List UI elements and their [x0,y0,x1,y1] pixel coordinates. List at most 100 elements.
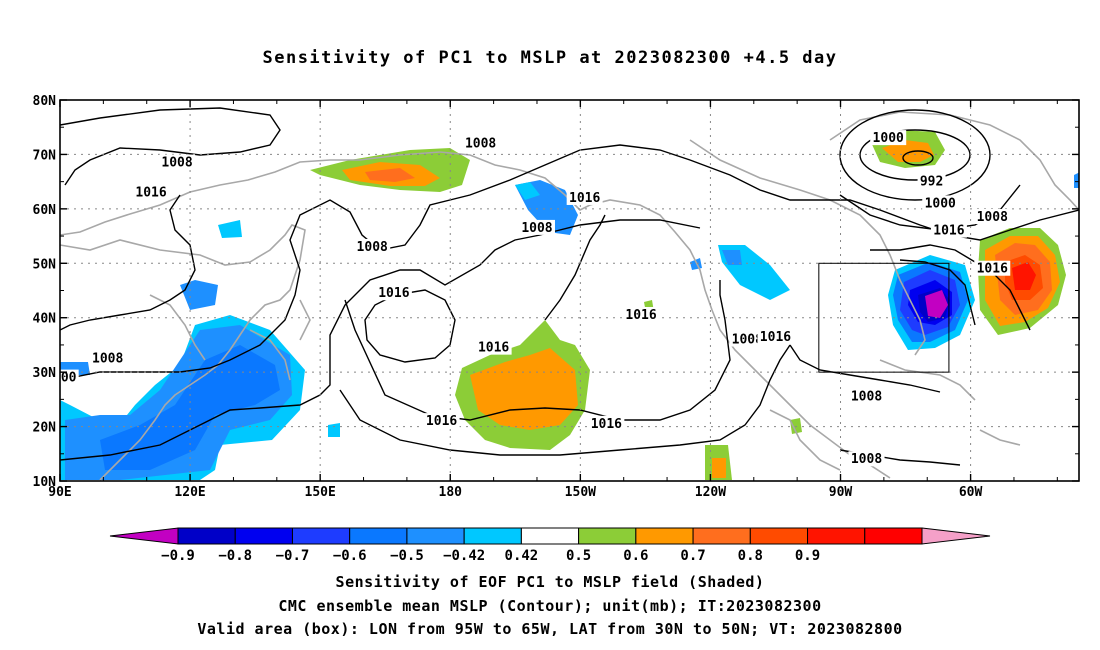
contour-label-bg [423,413,460,429]
map-axes: 90E 120E 150E 180 150W 120W 90W 60W 80N 70N 60N 50N… [33,94,1079,500]
colorbar-swatch [864,527,923,545]
contour-label: 1008 [851,452,882,467]
shade-asia-small2 [328,423,340,437]
colorbar-tick-label: 0.42 [505,548,539,564]
contour-label-bg [133,184,170,200]
contour-label-bg [917,173,946,189]
lat-label: 10N [33,475,57,490]
contour-label-bg [757,328,794,344]
shade-asia-inner [100,345,280,470]
colorbar-tick-label: 0.7 [680,548,705,564]
contour-label-bg [89,350,126,366]
colorbar-swatch [406,527,465,545]
contour-label: 1008 [732,332,763,347]
colorbar-swatch [234,527,293,545]
colorbar-min-triangle [109,527,179,545]
shade-namerica-blue-inner [722,250,742,265]
lat-label: 30N [33,366,57,381]
lon-label: 60W [959,485,983,500]
caption-contour: CMC ensemble mean MSLP (Contour); unit(m… [278,597,822,615]
contour-label: 1000 [925,196,956,211]
sensitivity-shading [60,130,1079,480]
lon-label: 150W [565,485,596,500]
contour-label: 1016 [591,417,622,432]
colorbar-tick-label: 0.6 [623,548,648,564]
colorbar-tick-label: −0.5 [390,548,424,564]
shade-namerica-small [690,258,702,270]
lon-label: 90E [48,485,71,500]
colorbar-max-triangle [921,527,991,545]
colorbar-tick-label: −0.7 [276,548,310,564]
lon-label: 120W [695,485,726,500]
shade-okhotsk-red [365,168,415,182]
coastlines [60,111,1079,481]
caption-valid-area: Valid area (box): LON from 95W to 65W, L… [197,620,903,638]
contour-label-bg [870,130,907,146]
contour-label-bg [375,285,412,301]
colorbar-swatch [520,527,580,545]
contour-label-bg [58,369,79,385]
colorbar: −0.9 −0.8 −0.7 −0.6 −0.5 −0.42 0.42 0.5 0.6 0.7 0.… [109,527,991,564]
lon-label: 150E [305,485,336,500]
colorbar-tick-label: −0.6 [333,548,367,564]
contour-label-bg [848,451,885,467]
contour-label-bg [974,209,1011,225]
contour-labels: 1008101610081016100810081016101610161008… [58,130,1011,467]
contour-label-bg [974,260,1011,276]
map-title: Sensitivity of PC1 to MSLP at 2023082300… [262,48,838,68]
contour-label-bg [354,238,391,254]
lon-label: 120E [174,485,205,500]
colorbar-swatch [177,527,236,545]
lat-label: 80N [33,94,57,109]
lat-label: 70N [33,148,57,163]
contour-label: 1016 [569,191,600,206]
contour-label-bg [475,339,512,355]
contour-label-bg [518,219,555,235]
contour-label: 1016 [478,341,509,356]
mslp-contours [60,107,1079,466]
lat-label: 60N [33,203,57,218]
colorbar-tick-label: 0.8 [738,548,763,564]
colorbar-swatch [807,527,866,545]
contour-label-bg [623,306,660,322]
contour-label: 1016 [977,262,1008,277]
contour-label: 1016 [760,330,791,345]
contour-label: 00 [61,371,77,386]
contour-label: 1016 [378,286,409,301]
colorbar-swatch [749,527,809,545]
colorbar-tick-label: 0.9 [795,548,820,564]
contour-label-bg [159,154,196,170]
contour-label-bg [922,195,959,211]
contour-label: 992 [920,175,943,190]
contour-label-bg [729,331,766,347]
shade-pacific-orange [470,348,578,430]
colorbar-tick-label: −0.9 [161,548,195,564]
contour-label: 1008 [161,156,192,171]
valid-area-box [818,262,950,373]
colorbar-tick-label: 0.5 [566,548,591,564]
contour-label-bg [848,388,885,404]
lat-label: 20N [33,421,57,436]
shade-asia-north [180,280,218,310]
shade-greenland-orange [882,140,934,162]
shade-us-magenta [925,290,948,318]
contour-label-bg [588,415,625,431]
contour-label: 1008 [851,390,882,405]
lon-label: 90W [829,485,853,500]
contour-label: 1008 [977,210,1008,225]
contour-label: 1008 [521,221,552,236]
colorbar-tick-label: −0.42 [443,548,485,564]
lon-label: 180 [439,485,463,500]
colorbar-swatch [692,527,751,545]
contour-label-bg [930,222,967,238]
colorbar-swatch [578,527,637,545]
contour-label-bg [462,135,499,151]
contour-label: 1008 [92,352,123,367]
shade-greenland-small [1074,172,1079,188]
colorbar-swatch [291,527,351,545]
contour-label: 1016 [426,414,457,429]
shade-bering-edge [515,182,540,200]
contour-label: 1000 [873,131,904,146]
shade-atl-brightred [1012,262,1036,290]
contour-label: 1016 [135,186,166,201]
